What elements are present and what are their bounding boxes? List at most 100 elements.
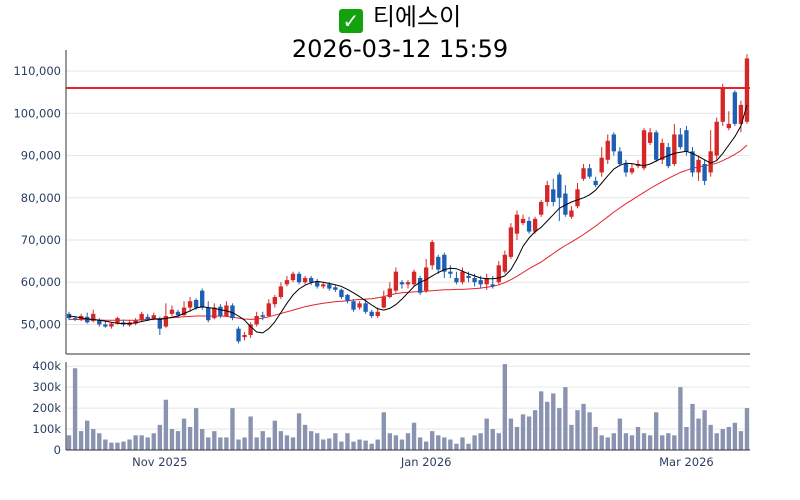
candle-up	[647, 128, 653, 145]
price-tick-label: 90,000	[21, 149, 61, 163]
volume-bar	[472, 435, 477, 450]
volume-bar	[175, 431, 181, 450]
volume-bar	[290, 437, 296, 450]
candle-up	[502, 250, 508, 274]
volume-bar	[115, 442, 120, 450]
candle-up	[284, 275, 290, 287]
candle-body	[641, 130, 647, 169]
candle-body	[139, 313, 144, 321]
candle-body	[629, 168, 635, 173]
volume-bar	[442, 437, 447, 450]
candle-body	[151, 315, 156, 320]
candle-body	[672, 134, 677, 164]
candle-body	[617, 151, 623, 164]
candle-body	[321, 284, 326, 287]
candle-body	[230, 305, 235, 319]
candle-body	[254, 316, 259, 325]
candle-body	[520, 218, 526, 224]
candle-body	[169, 309, 175, 314]
volume-bar	[145, 437, 150, 450]
candle-body	[496, 265, 501, 283]
volume-bar	[714, 433, 719, 450]
candle-down	[296, 271, 302, 285]
candle-up	[599, 147, 604, 177]
candle-body	[369, 311, 374, 316]
volume-bar	[308, 431, 314, 450]
volume-bar	[690, 403, 695, 450]
candle-up	[405, 280, 411, 289]
volume-bar	[635, 426, 641, 450]
candle-body	[212, 307, 217, 319]
volume-bar	[66, 435, 72, 450]
volume-bar	[678, 387, 683, 450]
candle-body	[436, 256, 441, 270]
candle-up	[91, 309, 96, 323]
volume-bar	[490, 429, 495, 450]
volume-bar	[605, 437, 610, 450]
volume-bar	[121, 441, 126, 450]
candle-up	[575, 183, 580, 209]
candle-down	[363, 299, 368, 314]
candle-body	[145, 316, 150, 320]
volume-bar	[272, 420, 278, 450]
candle-body	[720, 88, 725, 122]
volume-bar	[206, 437, 211, 450]
volume-bar	[430, 431, 435, 450]
candle-up	[266, 299, 271, 317]
volume-bar	[72, 368, 78, 450]
candle-up	[484, 273, 489, 290]
candle-down	[369, 309, 374, 319]
candle-down	[399, 280, 405, 289]
candle-body	[302, 278, 308, 283]
candle-body	[405, 282, 411, 285]
candle-down	[218, 304, 223, 319]
volume-bar	[720, 429, 725, 450]
volume-bar	[224, 437, 229, 450]
volume-bar	[623, 433, 629, 450]
candle-body	[599, 157, 604, 173]
chart-title: ✓ 티에스이 2026-03-12 15:59	[0, 0, 800, 64]
candle-up	[508, 223, 514, 259]
volume-bar	[133, 435, 138, 450]
candle-body	[115, 318, 120, 324]
volume-bar	[333, 433, 338, 450]
candle-down	[206, 301, 211, 323]
candle-body	[593, 180, 598, 186]
volume-bar	[315, 433, 320, 450]
candle-down	[690, 147, 695, 177]
volume-bar	[266, 437, 271, 450]
candle-body	[266, 303, 271, 316]
volume-bar	[641, 433, 647, 450]
volume-bar	[103, 439, 108, 450]
candle-body	[157, 318, 163, 329]
volume-bar	[696, 418, 701, 450]
volume-bar	[97, 433, 102, 450]
candle-body	[296, 273, 302, 283]
volume-bar	[569, 424, 574, 450]
candle-down	[684, 126, 689, 156]
candle-body	[514, 214, 520, 234]
price-tick-label: 60,000	[21, 275, 61, 289]
candle-down	[653, 130, 659, 162]
candle-body	[308, 278, 314, 283]
candle-body	[508, 227, 514, 257]
candle-body	[417, 278, 423, 293]
price-tick-label: 100,000	[13, 106, 61, 120]
candle-body	[411, 271, 417, 285]
volume-bar	[738, 431, 744, 450]
candle-up	[714, 117, 719, 160]
candle-body	[430, 242, 435, 266]
candle-body	[714, 121, 719, 156]
candle-up	[278, 282, 284, 300]
candle-body	[557, 174, 562, 198]
candle-up	[744, 54, 750, 124]
volume-bar	[296, 413, 302, 450]
candle-up	[672, 123, 677, 167]
volume-bar	[587, 412, 592, 450]
candle-body	[91, 313, 96, 322]
candle-body	[678, 134, 683, 148]
candle-up	[629, 164, 635, 175]
stock-name: 티에스이	[372, 3, 462, 31]
volume-bar	[127, 439, 132, 450]
